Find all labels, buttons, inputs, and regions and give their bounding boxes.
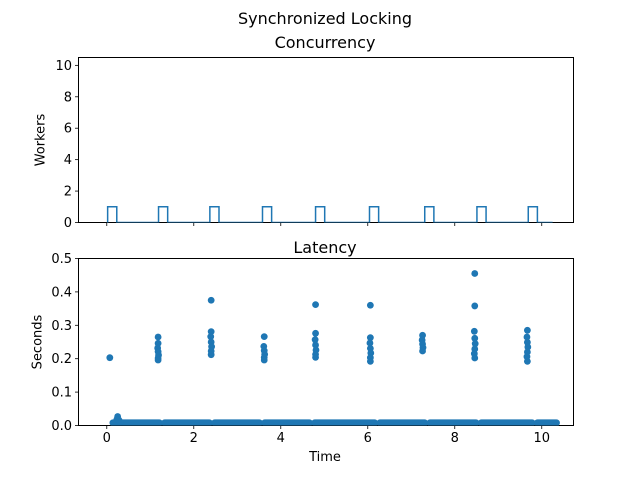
seconds-axis-label: Seconds	[30, 314, 46, 370]
latency-series	[106, 270, 560, 426]
axes-spines	[78, 258, 574, 426]
time-axis-label: Time	[309, 450, 341, 465]
axes-spines	[78, 57, 574, 223]
svg-text:0.4: 0.4	[51, 285, 72, 300]
svg-text:0.1: 0.1	[51, 386, 72, 401]
concurrency-series	[106, 206, 553, 223]
svg-text:10: 10	[55, 59, 72, 74]
concurrency-plot-title: Concurrency	[274, 33, 376, 52]
svg-text:4: 4	[277, 431, 285, 446]
svg-text:0.2: 0.2	[51, 352, 72, 367]
svg-text:10: 10	[533, 431, 550, 446]
workers-axis-label: Workers	[33, 113, 49, 167]
svg-text:0: 0	[64, 216, 72, 231]
svg-text:4: 4	[64, 153, 72, 168]
svg-text:6: 6	[364, 431, 372, 446]
svg-text:6: 6	[64, 122, 72, 137]
svg-text:0.3: 0.3	[51, 319, 72, 334]
svg-text:8: 8	[451, 431, 459, 446]
figure-suptitle: Synchronized Locking	[237, 9, 413, 28]
svg-text:2: 2	[190, 431, 198, 446]
svg-text:8: 8	[64, 90, 72, 105]
axes-ticks: 0 2 4 6 8 10 0.0 0.1 0.2 0.3 0.4 0.5	[51, 252, 550, 446]
svg-text:0.0: 0.0	[51, 419, 72, 434]
latency-plot-title: Latency	[293, 238, 357, 257]
svg-text:0: 0	[103, 431, 111, 446]
svg-text:0.5: 0.5	[51, 252, 72, 267]
svg-text:2: 2	[64, 185, 72, 200]
axes-ticks: 0 2 4 6 8 10	[55, 59, 543, 231]
